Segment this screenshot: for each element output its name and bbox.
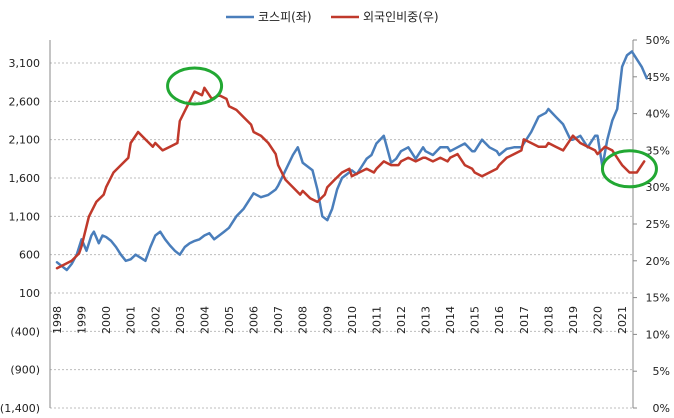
right-tick-label: 30% xyxy=(646,181,670,194)
left-tick-label: 1,600 xyxy=(9,172,41,185)
year-label: 2003 xyxy=(174,306,187,334)
legend-label-foreign: 외국인비중(우) xyxy=(363,10,439,24)
left-axis-ticks: 3,100 2,600 2,100 1,600 1,100 600 100 (400) (900… xyxy=(0,57,40,415)
left-tick-label: 2,600 xyxy=(9,95,41,108)
year-label: 1999 xyxy=(76,306,89,334)
year-label: 2015 xyxy=(469,306,482,334)
gridlines xyxy=(50,62,633,409)
left-tick-label: (900) xyxy=(10,364,40,377)
highlight-ellipse-0 xyxy=(166,66,224,106)
left-tick-label: (1,400) xyxy=(0,402,40,415)
year-label: 2000 xyxy=(100,306,113,334)
year-label: 2011 xyxy=(370,306,383,334)
highlight-ellipse-1 xyxy=(600,149,658,189)
series-line-0 xyxy=(55,50,648,272)
right-tick-label: 35% xyxy=(646,144,670,157)
year-label: 2006 xyxy=(248,306,261,334)
year-label: 2001 xyxy=(125,306,138,334)
year-label: 2012 xyxy=(395,306,408,334)
year-label: 2014 xyxy=(444,306,457,334)
right-tick-label: 0% xyxy=(653,402,670,415)
legend-label-kospi: 코스피(좌) xyxy=(258,10,312,24)
right-axis-ticks: 50% 45% 40% 35% 30% 25% 20% 15% 10% 5% 0% xyxy=(633,34,670,415)
year-label: 2020 xyxy=(592,306,605,334)
year-label: 2004 xyxy=(198,306,211,334)
right-tick-label: 10% xyxy=(646,328,670,341)
year-label: 2010 xyxy=(346,306,359,334)
annotations xyxy=(166,66,658,189)
right-tick-label: 15% xyxy=(646,292,670,305)
year-label: 2005 xyxy=(223,306,236,334)
year-label: 2002 xyxy=(149,306,162,334)
year-label: 2016 xyxy=(493,306,506,334)
right-tick-label: 5% xyxy=(653,365,670,378)
left-tick-label: 1,100 xyxy=(9,210,41,223)
year-label: 2009 xyxy=(321,306,334,334)
year-label: 2008 xyxy=(297,306,310,334)
series-lines xyxy=(55,50,648,272)
year-label: 2019 xyxy=(567,306,580,334)
right-tick-label: 25% xyxy=(646,218,670,231)
year-label: 2021 xyxy=(616,306,629,334)
axes xyxy=(49,40,634,408)
left-tick-label: 2,100 xyxy=(9,134,41,147)
x-axis-ticks: 1998 1999 2000 2001 2002 2003 2004 2005 2006 2007… xyxy=(51,306,629,334)
year-label: 2013 xyxy=(420,306,433,334)
series-line-1 xyxy=(55,86,646,270)
legend: 코스피(좌) 외국인비중(우) xyxy=(226,10,439,24)
right-tick-label: 20% xyxy=(646,255,670,268)
right-tick-label: 40% xyxy=(646,108,670,121)
left-tick-label: (400) xyxy=(10,325,40,338)
left-tick-label: 3,100 xyxy=(9,57,41,70)
left-tick-label: 600 xyxy=(19,249,40,262)
year-label: 1998 xyxy=(51,306,64,334)
year-label: 2007 xyxy=(272,306,285,334)
left-tick-label: 100 xyxy=(19,287,40,300)
right-tick-label: 50% xyxy=(646,34,670,47)
right-tick-label: 45% xyxy=(646,71,670,84)
year-label: 2018 xyxy=(542,306,555,334)
year-label: 2017 xyxy=(518,306,531,334)
